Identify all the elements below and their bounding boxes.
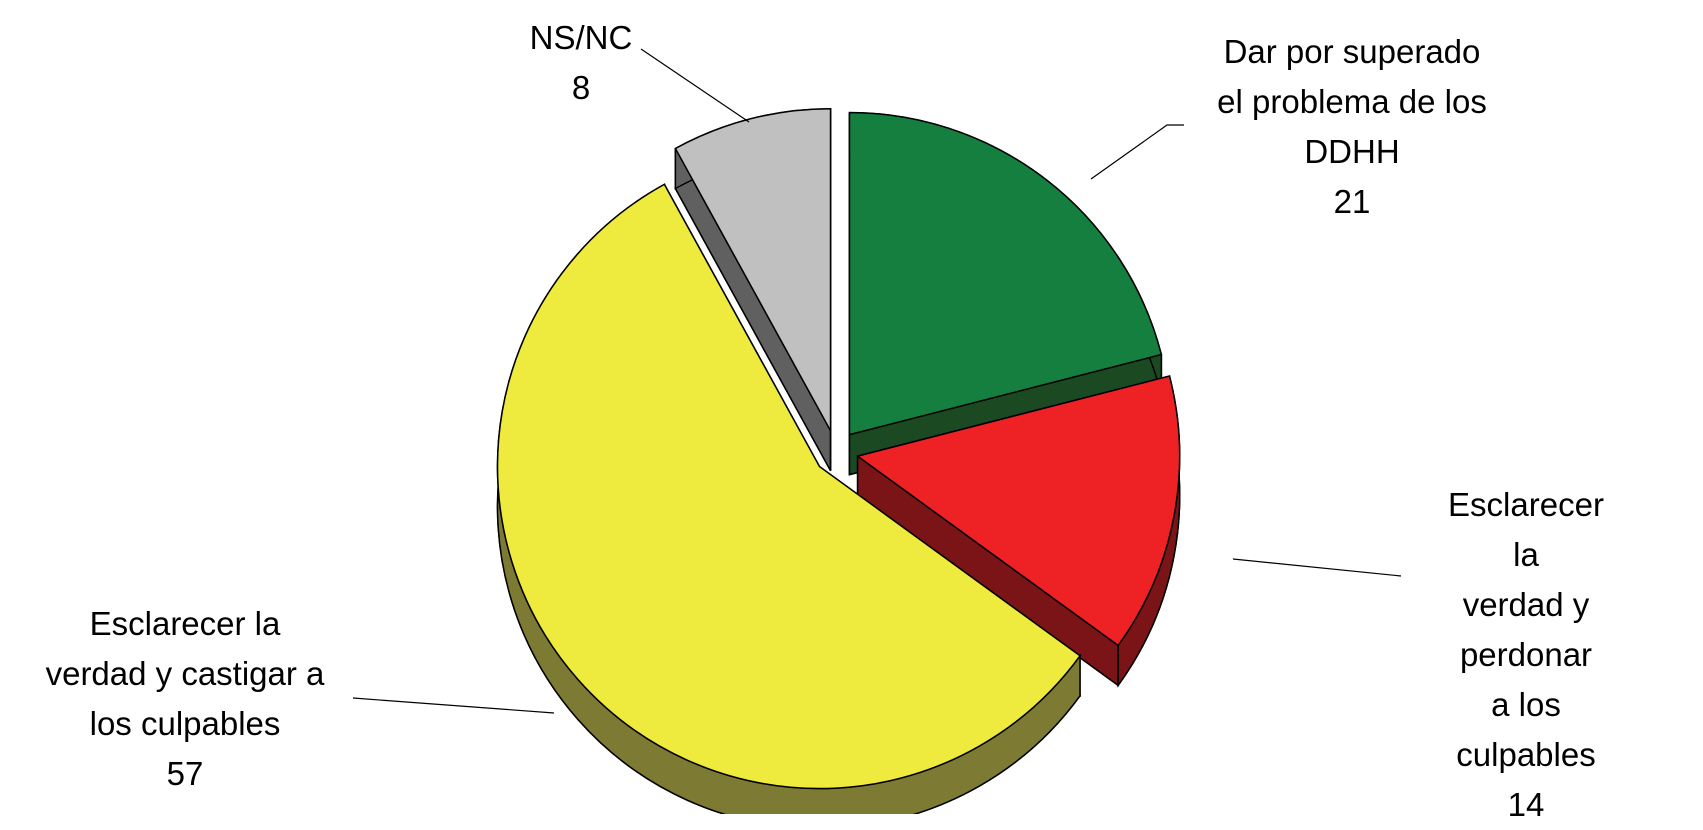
- value-label: 21: [1333, 183, 1371, 220]
- leader-line: [1090, 124, 1184, 180]
- leader-line: [352, 697, 555, 714]
- pie-slice: [848, 111, 1163, 436]
- slice-label: Esclarecer la verdad y castigar a los cu…: [46, 599, 325, 799]
- slice-label: NS/NC 8: [530, 13, 633, 113]
- category-label: Dar por superado el problema de los DDHH: [1217, 33, 1487, 170]
- category-label: NS/NC: [529, 19, 633, 56]
- pie-slice: [855, 375, 1181, 647]
- category-label: Esclarecer la verdad y perdonar a los cu…: [1448, 486, 1604, 773]
- slice-label: Esclarecer la verdad y perdonar a los cu…: [1438, 480, 1615, 830]
- value-label: 57: [166, 755, 204, 792]
- category-label: Esclarecer la verdad y castigar a los cu…: [45, 605, 325, 742]
- pie-slice: [674, 107, 832, 432]
- leader-line: [640, 48, 750, 123]
- value-label: 14: [1507, 786, 1545, 823]
- pie-slice: [496, 183, 1082, 790]
- slice-label: Dar por superado el problema de los DDHH…: [1217, 27, 1487, 227]
- slice-tops: [496, 107, 1181, 790]
- leader-line: [1232, 558, 1402, 577]
- value-label: 8: [571, 69, 591, 106]
